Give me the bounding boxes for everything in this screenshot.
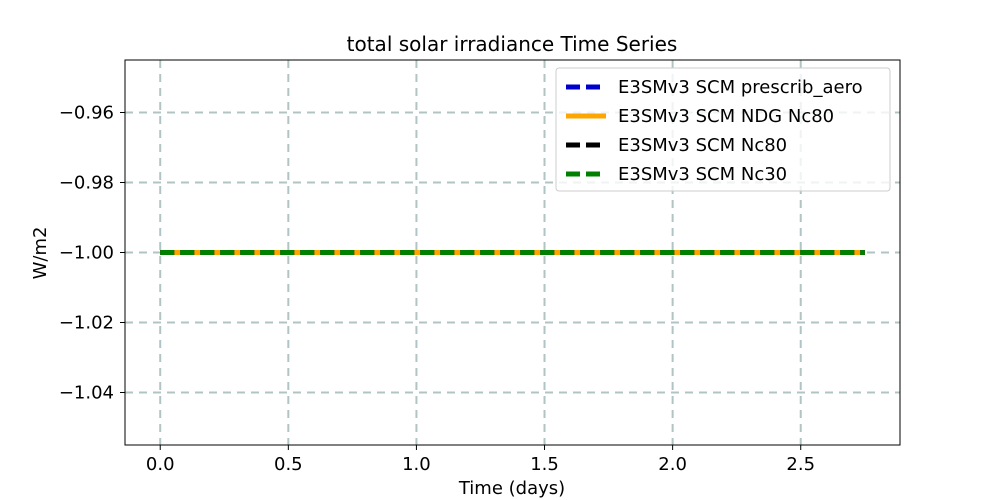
legend: E3SMv3 SCM prescrib_aero E3SMv3 SCM NDG N… xyxy=(555,67,891,192)
x-tick-label: 2.5 xyxy=(786,454,815,475)
legend-label-2: E3SMv3 SCM NDG Nc80 xyxy=(618,106,834,127)
x-tick-label: 0.0 xyxy=(146,454,175,475)
legend-label-1: E3SMv3 SCM prescrib_aero xyxy=(618,77,863,98)
legend-label-3: E3SMv3 SCM Nc80 xyxy=(618,135,787,156)
y-axis-ticks: −1.04 −1.02 −1.00 −0.98 −0.96 xyxy=(59,103,125,404)
x-tick-label: 1.5 xyxy=(530,454,559,475)
y-tick-label: −1.00 xyxy=(59,243,114,264)
chart-title: total solar irradiance Time Series xyxy=(347,32,678,56)
y-tick-label: −0.98 xyxy=(59,173,114,194)
x-tick-label: 2.0 xyxy=(658,454,687,475)
y-axis-label: W/m2 xyxy=(30,227,51,280)
legend-box xyxy=(555,67,891,192)
x-axis-ticks: 0.0 0.5 1.0 1.5 2.0 2.5 xyxy=(146,445,815,475)
y-tick-label: −0.96 xyxy=(59,103,114,124)
y-tick-label: −1.04 xyxy=(59,383,114,404)
legend-label-4: E3SMv3 SCM Nc30 xyxy=(618,164,787,185)
plot-frame xyxy=(124,59,901,446)
x-tick-label: 0.5 xyxy=(274,454,303,475)
x-axis-label: Time (days) xyxy=(458,478,565,499)
x-tick-label: 1.0 xyxy=(402,454,431,475)
y-tick-label: −1.02 xyxy=(59,313,114,334)
